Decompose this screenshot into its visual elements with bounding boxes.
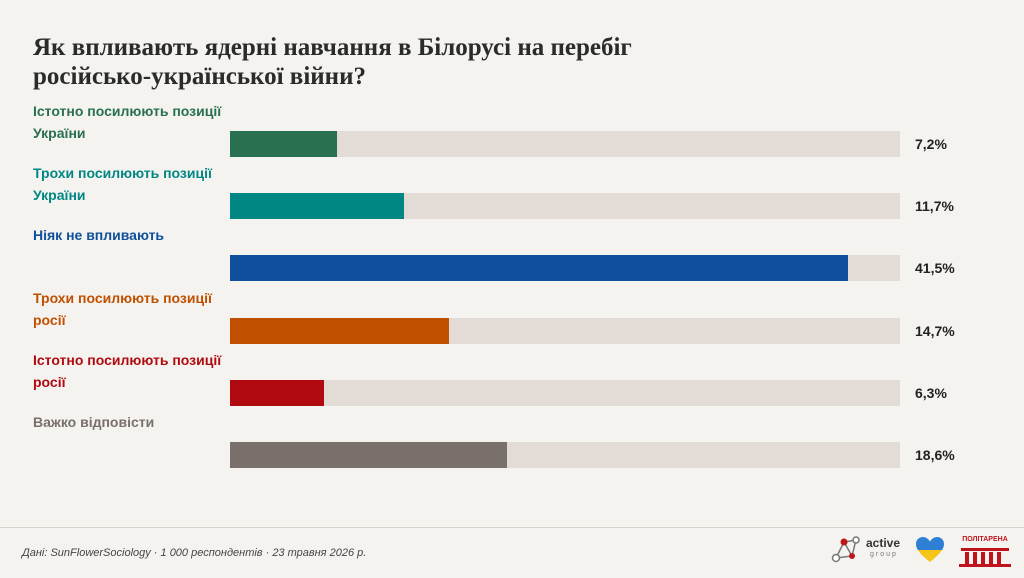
data-label: 41,5% xyxy=(915,260,955,276)
politarena-logo: ПОЛІТАРЕНА xyxy=(957,534,1013,568)
bar-track xyxy=(230,131,900,157)
data-label: 14,7% xyxy=(915,323,955,339)
category-label: Важко відповісти xyxy=(33,414,155,430)
active-group-logo: active group xyxy=(830,532,902,568)
group-logo-text: group xyxy=(870,551,898,558)
chart-title: Як впливають ядерні навчання в Білорусі … xyxy=(33,34,632,90)
bar xyxy=(230,255,848,281)
bar xyxy=(230,442,507,468)
category-label: Ніяк не впливають xyxy=(33,227,165,243)
building-icon xyxy=(959,548,1011,567)
heart-icon xyxy=(916,537,944,562)
data-label: 7,2% xyxy=(915,136,947,152)
category-label: Трохи посилюють позиції України xyxy=(33,165,212,203)
bar-track xyxy=(230,193,900,219)
bar xyxy=(230,193,404,219)
category-label: Трохи посилюють позиції росії xyxy=(33,290,212,328)
bar-track xyxy=(230,318,900,344)
category-label: Істотно посилюють позиції України xyxy=(33,103,222,141)
data-label: 6,3% xyxy=(915,385,947,401)
active-logo-text: active xyxy=(866,536,901,550)
heart-logo xyxy=(915,536,945,564)
network-logo-icon xyxy=(831,536,860,563)
bar xyxy=(230,318,449,344)
bar-track xyxy=(230,442,900,468)
data-label: 18,6% xyxy=(915,447,955,463)
politarena-logo-text: ПОЛІТАРЕНА xyxy=(962,536,1008,543)
category-label: Істотно посилюють позиції росії xyxy=(33,352,222,390)
bar-track xyxy=(230,255,900,281)
footer-divider xyxy=(0,527,1024,528)
data-label: 11,7% xyxy=(915,198,954,214)
footer-source: Дані: SunFlowerSociology · 1 000 респонд… xyxy=(22,547,367,559)
bar-track xyxy=(230,380,900,406)
bar xyxy=(230,131,337,157)
bar xyxy=(230,380,324,406)
